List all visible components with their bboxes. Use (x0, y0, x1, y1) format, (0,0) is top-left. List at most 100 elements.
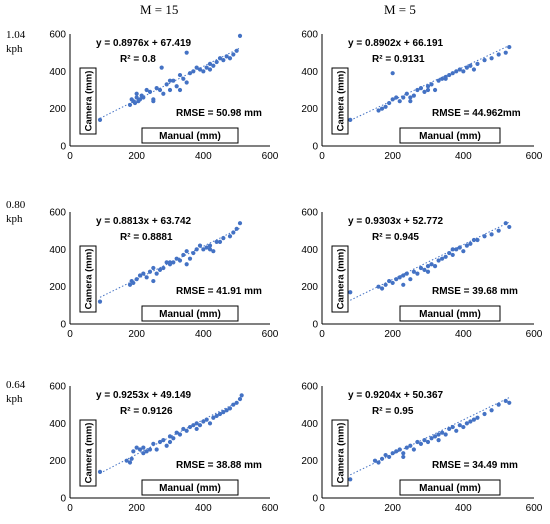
data-point (141, 95, 146, 100)
data-point (507, 224, 512, 230)
data-point (197, 243, 203, 248)
data-point (425, 84, 431, 89)
data-point (217, 239, 223, 244)
r-squared-label: R² = 0.95 (372, 406, 414, 417)
data-point (201, 419, 206, 424)
data-point (217, 411, 223, 417)
scatter-plot-064-m15: 0 200 400 600 0 200 400 600 y = 0.9253x + 49.149… (49, 382, 279, 515)
data-point (390, 280, 395, 286)
rmse-label: RMSE = 50.98 mm (176, 108, 262, 119)
data-point (379, 286, 385, 291)
data-point (137, 447, 143, 452)
data-point (227, 234, 233, 239)
x-tick-label: 0 (67, 151, 73, 162)
x-tick-label: 600 (262, 503, 279, 514)
data-point (429, 436, 434, 441)
data-point (147, 89, 153, 94)
data-point (397, 275, 402, 280)
data-point (194, 421, 199, 426)
data-point (161, 438, 166, 443)
data-point (154, 271, 159, 276)
data-point (177, 87, 183, 93)
data-point (127, 102, 133, 108)
x-axis-label: Manual (mm) (159, 131, 221, 142)
x-label-box (399, 305, 501, 322)
x-label-box (141, 127, 239, 144)
data-point (348, 117, 353, 122)
data-point (415, 87, 420, 93)
data-point (134, 95, 139, 100)
row-header-104: 1.04 kph (6, 28, 25, 56)
data-point (144, 449, 149, 454)
data-point (164, 260, 169, 265)
data-point (184, 50, 189, 55)
data-point (194, 426, 199, 432)
rmse-label: RMSE = 41.91 mm (176, 286, 262, 297)
data-point (207, 247, 213, 252)
data-point (157, 87, 163, 93)
data-point (204, 245, 209, 250)
data-point (408, 99, 413, 104)
data-point (167, 260, 173, 265)
y-tick-label: 0 (312, 142, 318, 153)
x-tick-label: 200 (128, 329, 145, 340)
data-point (187, 424, 193, 430)
data-point (436, 78, 441, 83)
data-point (447, 250, 452, 256)
data-point (471, 417, 477, 422)
data-point (171, 436, 176, 441)
data-point (194, 247, 199, 252)
data-point (134, 91, 139, 96)
column-header-m15: M = 15 (140, 2, 179, 17)
data-point (475, 415, 480, 420)
data-point (387, 278, 392, 284)
data-point (415, 271, 420, 276)
r-squared-label: R² = 0.945 (372, 232, 419, 243)
data-point (411, 447, 416, 452)
equation-label: y = 0.9204x + 50.367 (348, 390, 444, 401)
data-point (201, 247, 206, 252)
data-point (177, 258, 183, 263)
x-axis-label: Manual (mm) (159, 483, 221, 494)
y-tick-label: 200 (301, 282, 318, 293)
data-point (404, 271, 409, 276)
data-point (174, 84, 179, 89)
data-point (440, 256, 445, 261)
data-point (447, 72, 452, 78)
data-point (390, 71, 395, 76)
data-point (418, 441, 424, 446)
data-point (464, 421, 469, 426)
x-tick-label: 0 (319, 151, 325, 162)
r-squared-label: R² = 0.8 (120, 54, 156, 65)
data-point (144, 87, 149, 93)
data-point (440, 430, 445, 435)
data-point (482, 58, 487, 63)
data-point (237, 221, 243, 226)
data-point (141, 271, 146, 276)
x-tick-label: 200 (384, 151, 401, 162)
data-point (167, 439, 173, 445)
x-axis-label: Manual (mm) (159, 309, 221, 320)
data-point (201, 69, 206, 74)
data-point (496, 402, 501, 407)
y-tick-label: 200 (49, 104, 66, 115)
data-point (141, 451, 146, 456)
data-point (348, 290, 353, 295)
data-point (401, 451, 406, 456)
data-point (231, 230, 236, 235)
y-label-box (331, 245, 349, 313)
data-point (401, 454, 406, 460)
data-point (425, 264, 431, 269)
x-axis-label: Manual (mm) (419, 131, 481, 142)
data-point (457, 67, 462, 72)
data-point (144, 275, 149, 280)
y-tick-label: 0 (312, 494, 318, 505)
data-point (383, 282, 388, 287)
data-point (164, 443, 169, 448)
data-point (131, 449, 136, 454)
data-point (171, 260, 176, 265)
data-point (390, 451, 395, 456)
data-point (425, 269, 431, 274)
x-tick-label: 200 (384, 503, 401, 514)
data-point (454, 428, 459, 433)
